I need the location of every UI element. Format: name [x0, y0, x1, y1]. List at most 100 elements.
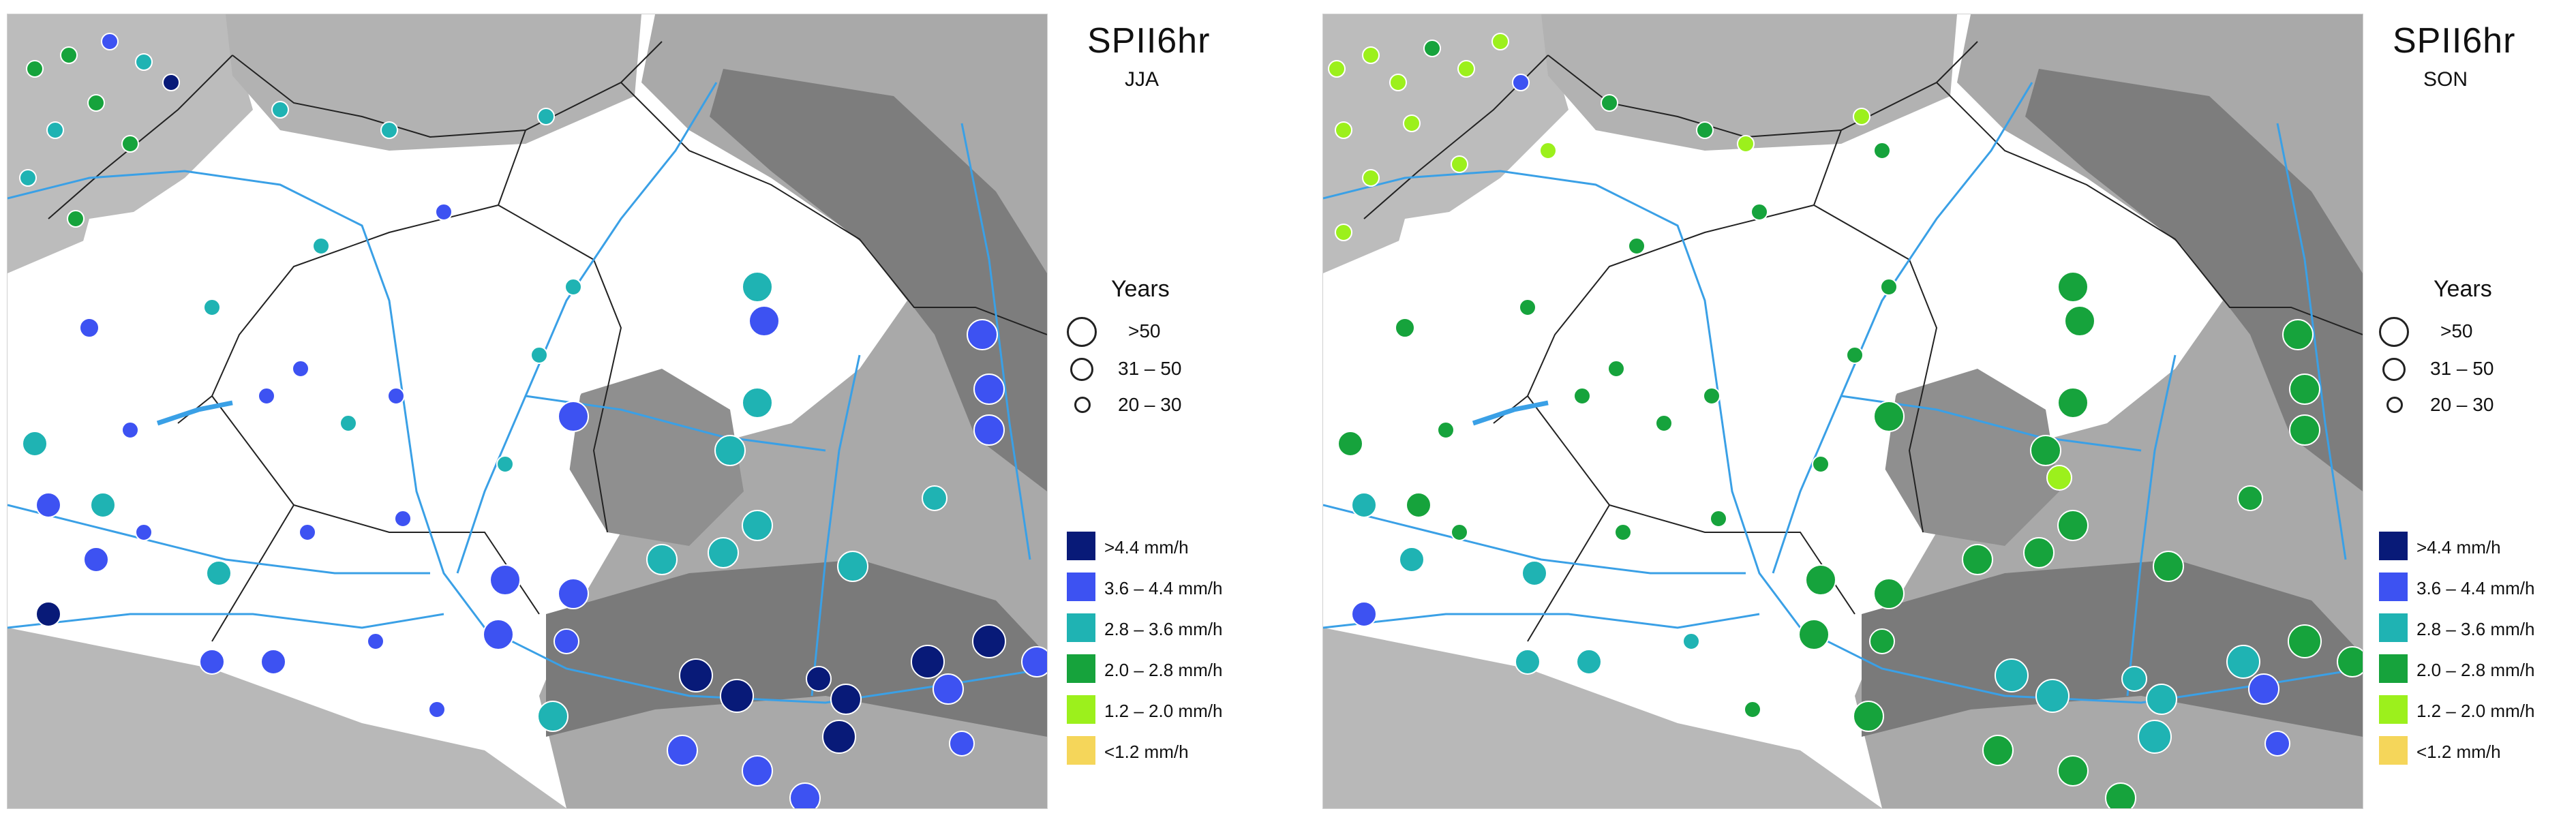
station-marker [135, 523, 153, 541]
station-marker [2289, 373, 2320, 405]
station-marker [312, 237, 330, 255]
river-danube [1323, 170, 2363, 704]
legend-swatch [2379, 532, 2408, 560]
years-class-label: 31 – 50 [1118, 358, 1182, 379]
station-marker [258, 387, 275, 405]
apuseni-relief [1882, 369, 2059, 546]
legend-swatch [2379, 613, 2408, 642]
station-marker [1710, 510, 1727, 528]
station-marker [2282, 319, 2314, 350]
station-marker [1021, 646, 1047, 677]
station-marker [1751, 203, 1768, 221]
panel-title: SPII6hr [1087, 21, 1211, 61]
station-marker [101, 33, 119, 50]
station-marker [35, 492, 61, 518]
station-marker [1812, 455, 1830, 473]
legend-years-title: Years [2434, 276, 2492, 302]
river-danube [7, 170, 1047, 704]
station-marker [742, 510, 773, 541]
years-class-label: >50 [1128, 320, 1161, 341]
station-marker [1628, 237, 1646, 255]
station-marker [79, 318, 100, 338]
station-marker [2057, 510, 2089, 541]
terrain-map-jja [7, 14, 1047, 808]
station-marker [203, 299, 221, 316]
legend-class-label: >4.4 mm/h [1104, 537, 1189, 558]
station-marker [1335, 224, 1352, 241]
river-drava [1323, 504, 1746, 575]
station-marker [1539, 142, 1557, 159]
legend-class-label: 3.6 – 4.4 mm/h [2416, 578, 2535, 598]
station-marker [2057, 387, 2089, 418]
station-marker [1576, 649, 1602, 675]
station-marker [1362, 169, 1380, 187]
lake-balaton [1472, 400, 1549, 426]
station-marker [2023, 537, 2055, 568]
station-marker [2057, 271, 2089, 303]
apuseni-relief [566, 369, 744, 546]
station-marker [667, 735, 698, 766]
river-siret [2276, 123, 2347, 560]
years-class-label: 20 – 30 [1118, 394, 1182, 415]
station-marker [60, 46, 78, 64]
station-marker [1457, 60, 1475, 78]
station-marker [1423, 40, 1441, 57]
legend-swatch [2379, 573, 2408, 601]
station-marker [564, 278, 582, 296]
station-marker [789, 782, 821, 808]
legend-swatch [1067, 736, 1095, 765]
station-marker [1873, 401, 1905, 432]
station-marker [2248, 673, 2279, 705]
station-marker [720, 679, 754, 713]
station-marker [1335, 121, 1352, 139]
station-marker [1519, 299, 1536, 316]
station-marker [1614, 523, 1632, 541]
station-marker [972, 624, 1006, 658]
station-marker [1982, 735, 2014, 766]
years-circle-medium [2382, 358, 2406, 381]
years-class-label: 31 – 50 [2430, 358, 2494, 379]
station-marker [1389, 74, 1407, 91]
river-tisza [1772, 82, 2033, 574]
station-marker [537, 701, 569, 732]
station-marker [554, 628, 579, 654]
station-marker [1737, 135, 1755, 153]
station-marker [87, 94, 105, 112]
station-marker [530, 346, 548, 364]
years-circle-small [2386, 397, 2403, 413]
station-marker [1521, 560, 1547, 586]
station-marker [292, 360, 309, 378]
station-marker [2288, 624, 2322, 658]
legend-swatch [1067, 573, 1095, 601]
dinarides-relief [1323, 628, 1882, 808]
border-line [48, 41, 1047, 642]
station-marker [1399, 547, 1425, 573]
station-marker [949, 731, 975, 757]
river-siret [960, 123, 1031, 560]
station-marker [1607, 360, 1625, 378]
station-marker [26, 60, 44, 78]
station-marker [2121, 666, 2147, 692]
station-marker [973, 414, 1005, 446]
station-marker [806, 666, 832, 692]
station-marker [1873, 142, 1891, 159]
years-class-label: >50 [2440, 320, 2473, 341]
station-marker [271, 101, 289, 119]
legend-class-label: >4.4 mm/h [2416, 537, 2501, 558]
panel-title: SPII6hr [2393, 21, 2516, 61]
river-olt [810, 354, 861, 697]
station-marker [742, 271, 773, 303]
station-marker [1869, 628, 1895, 654]
legend-class-label: 2.8 – 3.6 mm/h [2416, 619, 2535, 639]
station-marker [1846, 346, 1864, 364]
station-marker [2237, 485, 2263, 511]
years-circle-large [1067, 317, 1097, 347]
legend-swatch [2379, 654, 2408, 683]
legend-years-title: Years [1111, 276, 1170, 302]
station-marker [1601, 94, 1618, 112]
eastern-carpathians-dark [2025, 69, 2363, 491]
station-marker [2138, 720, 2172, 754]
legend-swatch [1067, 532, 1095, 560]
years-circle-small [1074, 397, 1091, 413]
station-marker [922, 485, 948, 511]
